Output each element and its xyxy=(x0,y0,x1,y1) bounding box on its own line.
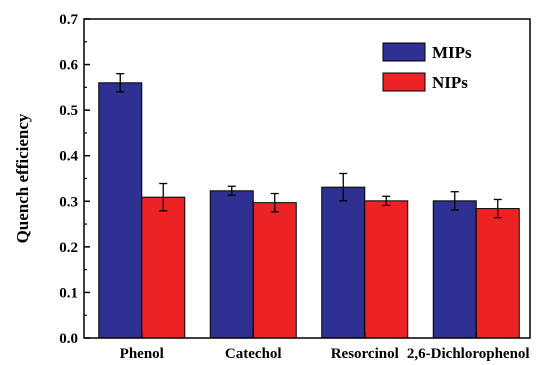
y-tick-label: 0.4 xyxy=(59,149,78,165)
y-axis-title: Quench efficiency xyxy=(13,113,32,243)
bar-nips xyxy=(141,196,186,339)
bar-mips xyxy=(209,190,254,339)
category-labels: Phenol Catechol Resorcinol 2,6-Dichlorophen… xyxy=(120,332,530,362)
x-category-label: Catechol xyxy=(225,346,282,362)
y-tick-label: 0.7 xyxy=(59,12,78,28)
y-tick-label: 0.5 xyxy=(59,103,78,119)
bar-mips xyxy=(321,186,366,339)
legend: MIPs NIPs xyxy=(382,42,472,92)
bar-nips xyxy=(252,202,297,339)
bars-group xyxy=(98,82,520,339)
y-tick-label: 0.3 xyxy=(59,194,78,210)
y-tick-label: 0.1 xyxy=(59,285,78,301)
y-tick-label: 0.2 xyxy=(59,240,78,256)
legend-label-nips: NIPs xyxy=(432,73,468,92)
legend-label-mips: MIPs xyxy=(432,43,472,62)
bar-nips xyxy=(364,200,409,339)
x-category-label: Resorcinol xyxy=(331,346,399,362)
error-bars-group xyxy=(116,73,502,219)
y-axis-ticks: 0.0 0.1 0.2 0.3 0.4 0.5 0.6 0.7 xyxy=(59,12,90,347)
bar-nips xyxy=(475,208,520,339)
y-tick-label: 0.0 xyxy=(59,331,78,347)
legend-swatch-nips xyxy=(382,72,426,92)
y-tick-label: 0.6 xyxy=(59,58,78,74)
legend-swatch-mips xyxy=(382,42,426,62)
bar-mips xyxy=(432,200,477,339)
x-category-label: 2,6-Dichlorophenol xyxy=(407,346,530,362)
bar-mips xyxy=(98,82,143,339)
x-category-label: Phenol xyxy=(120,346,164,362)
plot-frame xyxy=(83,18,531,339)
